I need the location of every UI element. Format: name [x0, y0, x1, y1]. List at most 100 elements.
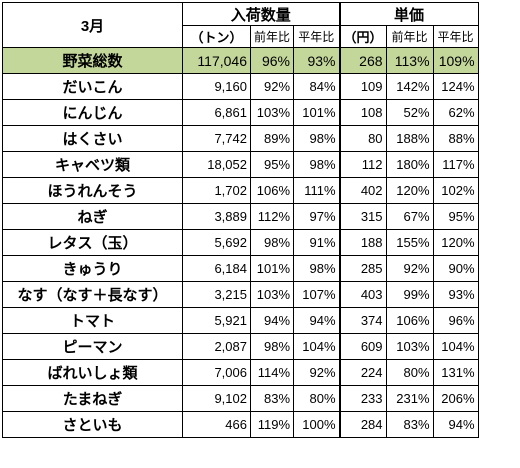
vegetable-name: たまねぎ [2, 385, 183, 412]
volume-avg-cell: 91% [293, 229, 341, 256]
volume-yoy-cell: 89% [249, 125, 295, 152]
price-cell: 403 [338, 281, 387, 308]
table-row: さといも 466 119% 100% 284 83% 94% [2, 411, 479, 438]
price-avg-cell: 62% [432, 99, 479, 126]
price-yoy-cell: 120% [385, 177, 434, 204]
price-cell: 80 [338, 125, 387, 152]
price-avg-cell: 95% [432, 203, 479, 230]
volume-yoy-cell: 112% [249, 203, 295, 230]
volume-avg-cell: 94% [293, 307, 341, 334]
price-cell: 609 [338, 333, 387, 360]
volume-avg-cell: 98% [293, 125, 341, 152]
price-cell: 268 [338, 47, 387, 74]
vegetable-name: レタス（玉） [2, 229, 183, 256]
volume-avg-cell: 100% [293, 411, 341, 438]
price-cell: 374 [338, 307, 387, 334]
volume-cell: 18,052 [182, 151, 251, 178]
vegetable-market-table: 3月 入荷数量 単価 （トン） 前年比 平年比 （円） 前年比 平年比 野菜総数… [2, 2, 479, 438]
table-row: ばれいしょ類 7,006 114% 92% 224 80% 131% [2, 359, 479, 386]
volume-cell: 7,742 [182, 125, 251, 152]
table-row: にんじん 6,861 103% 101% 108 52% 62% [2, 99, 479, 126]
volume-yoy-cell: 119% [249, 411, 295, 438]
volume-group-header: 入荷数量 [181, 2, 341, 26]
volume-yoy-cell: 92% [249, 73, 295, 100]
price-yoy-cell: 83% [385, 411, 434, 438]
volume-yoy-cell: 101% [249, 255, 295, 282]
price-avg-cell: 93% [432, 281, 479, 308]
price-cell: 112 [338, 151, 387, 178]
vegetable-name: さといも [2, 411, 183, 438]
volume-yoy-cell: 114% [249, 359, 295, 386]
table-row: たまねぎ 9,102 83% 80% 233 231% 206% [2, 385, 479, 412]
volume-cell: 5,692 [182, 229, 251, 256]
price-avg-cell: 96% [432, 307, 479, 334]
table-row: はくさい 7,742 89% 98% 80 188% 88% [2, 125, 479, 152]
volume-cell: 3,215 [182, 281, 251, 308]
vegetable-name: トマト [2, 307, 183, 334]
volume-cell: 1,702 [182, 177, 251, 204]
price-cell: 224 [338, 359, 387, 386]
volume-cell: 9,160 [182, 73, 251, 100]
vegetable-name: だいこん [2, 73, 183, 100]
price-avg-cell: 117% [432, 151, 479, 178]
volume-cell: 6,861 [182, 99, 251, 126]
vegetable-name: ばれいしょ類 [2, 359, 183, 386]
price-yoy-cell: 67% [385, 203, 434, 230]
price-cell: 109 [338, 73, 387, 100]
price-yoy-cell: 99% [385, 281, 434, 308]
volume-cell: 5,921 [182, 307, 251, 334]
table-row: トマト 5,921 94% 94% 374 106% 96% [2, 307, 479, 334]
price-cell: 233 [338, 385, 387, 412]
price-yoy-cell: 106% [385, 307, 434, 334]
header-row-1: 3月 入荷数量 単価 [2, 2, 479, 48]
table-row: レタス（玉） 5,692 98% 91% 188 155% 120% [2, 229, 479, 256]
volume-yoy-cell: 98% [249, 229, 295, 256]
table-row: ピーマン 2,087 98% 104% 609 103% 104% [2, 333, 479, 360]
volume-cell: 2,087 [182, 333, 251, 360]
volume-cell: 7,006 [182, 359, 251, 386]
volume-yoy-cell: 95% [249, 151, 295, 178]
volume-yoy-header: 前年比 [249, 25, 295, 48]
price-unit-header: （円） [338, 25, 387, 48]
price-yoy-cell: 231% [385, 385, 434, 412]
volume-avg-cell: 111% [293, 177, 341, 204]
price-avg-cell: 94% [432, 411, 479, 438]
volume-cell: 9,102 [182, 385, 251, 412]
volume-avg-cell: 97% [293, 203, 341, 230]
price-avg-cell: 206% [432, 385, 479, 412]
vegetable-name: ピーマン [2, 333, 183, 360]
volume-unit-header: （トン） [182, 25, 251, 48]
price-avg-cell: 102% [432, 177, 479, 204]
price-group-header: 単価 [338, 2, 479, 26]
price-yoy-header: 前年比 [385, 25, 434, 48]
table-row: ねぎ 3,889 112% 97% 315 67% 95% [2, 203, 479, 230]
price-avg-cell: 120% [432, 229, 479, 256]
volume-avg-header: 平年比 [293, 25, 341, 48]
header-row-2: （トン） 前年比 平年比 （円） 前年比 平年比 [3, 25, 479, 48]
price-cell: 285 [338, 255, 387, 282]
volume-avg-cell: 104% [293, 333, 341, 360]
volume-yoy-cell: 106% [249, 177, 295, 204]
volume-yoy-cell: 103% [249, 99, 295, 126]
table-row: きゅうり 6,184 101% 98% 285 92% 90% [2, 255, 479, 282]
volume-yoy-cell: 94% [249, 307, 295, 334]
price-yoy-cell: 80% [385, 359, 434, 386]
price-yoy-cell: 103% [385, 333, 434, 360]
price-yoy-cell: 142% [385, 73, 434, 100]
price-avg-cell: 88% [432, 125, 479, 152]
month-header: 3月 [2, 2, 183, 48]
vegetable-name: 野菜総数 [2, 47, 183, 74]
volume-yoy-cell: 83% [249, 385, 295, 412]
price-cell: 315 [338, 203, 387, 230]
price-cell: 188 [338, 229, 387, 256]
table-row: だいこん 9,160 92% 84% 109 142% 124% [2, 73, 479, 100]
vegetable-name: キャベツ類 [2, 151, 183, 178]
price-yoy-cell: 180% [385, 151, 434, 178]
vegetable-name: なす（なす＋長なす） [2, 281, 183, 308]
volume-yoy-cell: 103% [249, 281, 295, 308]
table-row: キャベツ類 18,052 95% 98% 112 180% 117% [2, 151, 479, 178]
price-yoy-cell: 52% [385, 99, 434, 126]
volume-avg-cell: 101% [293, 99, 341, 126]
price-yoy-cell: 113% [385, 47, 434, 74]
volume-cell: 117,046 [182, 47, 251, 74]
